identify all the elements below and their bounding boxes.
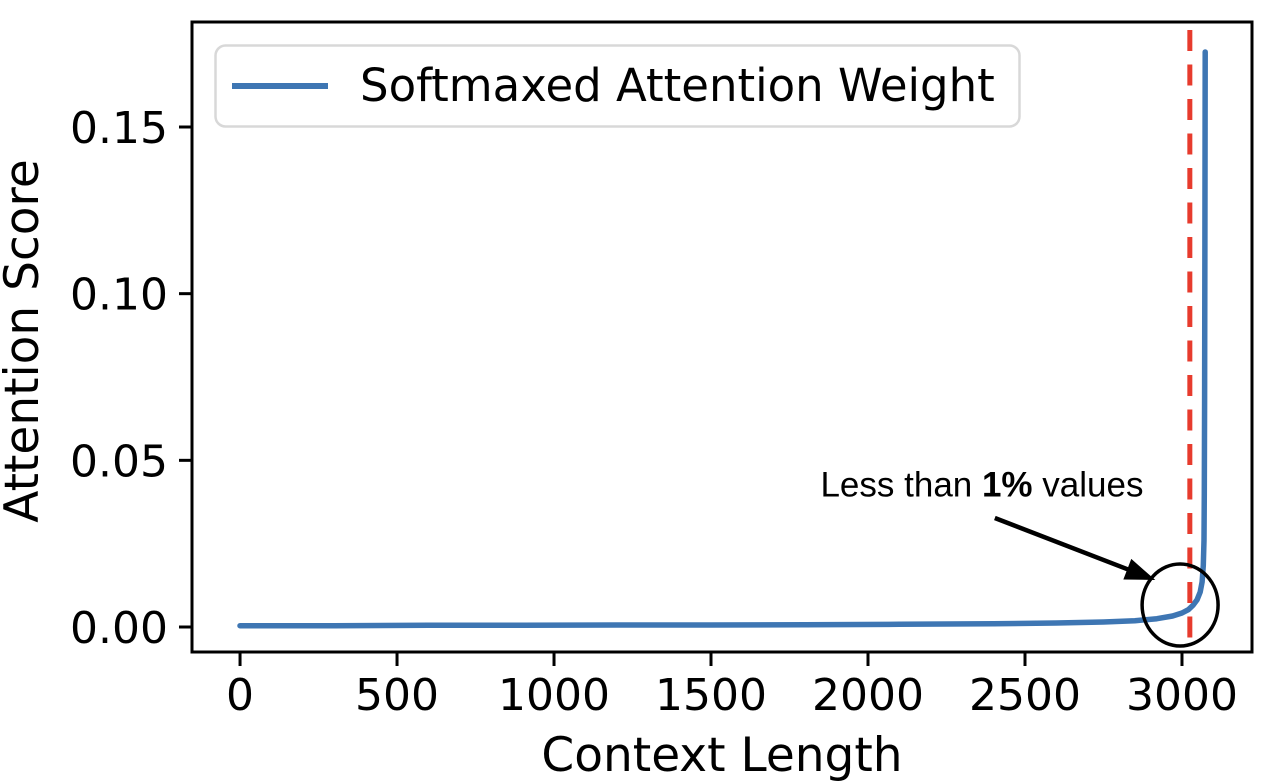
annotation-circle [1140, 562, 1220, 648]
y-tick-label: 0.00 [70, 603, 168, 654]
annotation-arrowhead [1123, 558, 1156, 580]
attention-curve [237, 49, 1208, 629]
x-tick-label: 2500 [969, 670, 1081, 721]
x-tick-label: 1500 [655, 670, 767, 721]
legend-box [214, 44, 1021, 128]
x-tick-label: 1000 [498, 670, 610, 721]
x-tick-label: 0 [226, 670, 254, 721]
x-tick-label: 2000 [812, 670, 924, 721]
y-axis-label: Attention Score [0, 159, 50, 523]
y-tick-label: 0.10 [70, 270, 168, 321]
x-axis-label: Context Length [541, 728, 902, 783]
plot-border [190, 20, 1254, 654]
y-tick-label: 0.15 [70, 103, 168, 154]
annotation-label: Less than 1% values [820, 466, 1143, 505]
legend-label: Softmaxed Attention Weight [360, 59, 995, 112]
annotation-arrow [994, 515, 1136, 575]
x-tick-label: 3000 [1126, 670, 1238, 721]
x-tick-label: 500 [355, 670, 439, 721]
y-tick-label: 0.05 [70, 436, 168, 487]
